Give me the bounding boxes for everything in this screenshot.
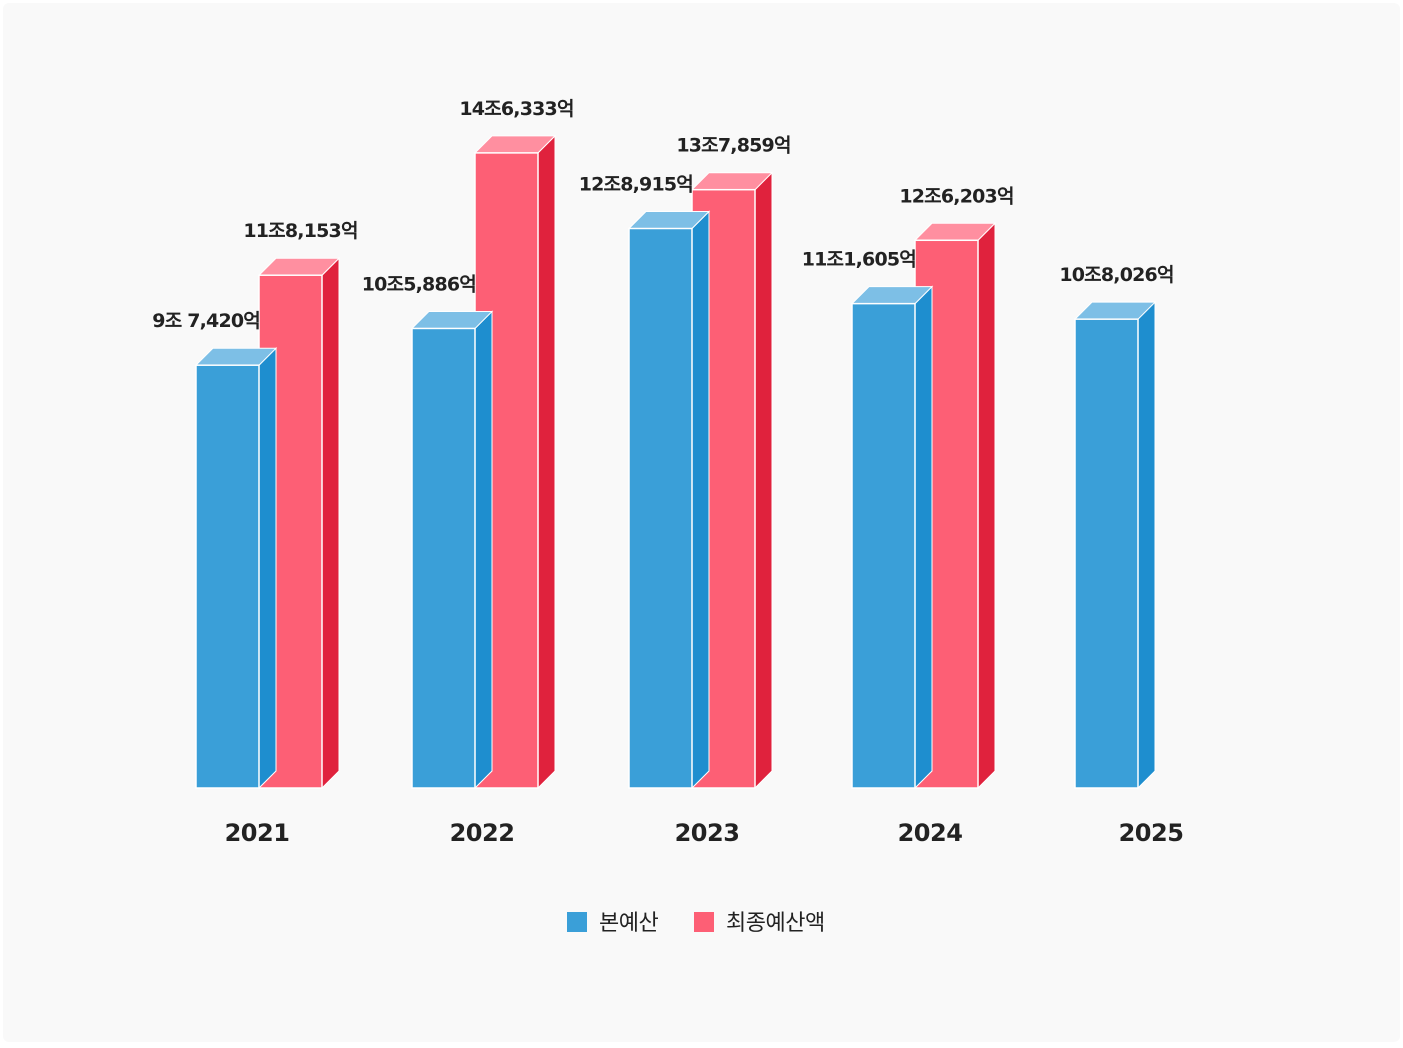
value-label-final-2021: 11조8,153억 — [243, 220, 357, 242]
legend-label-base: 본예산 — [599, 911, 658, 936]
bar-base-2025 — [1073, 300, 1157, 790]
bar-side-final-2023 — [754, 171, 773, 790]
value-label-final-2023: 13조7,859억 — [676, 135, 790, 157]
category-label-2025: 2025 — [1119, 819, 1184, 847]
legend-swatch-base — [567, 912, 587, 932]
bar-group-2023: 12조8,915억 13조7,859억 — [579, 135, 791, 790]
bar-front-base-2024 — [851, 302, 916, 789]
budget-bar-chart: 9조 7,420억 11조8,153억 2021 10조5,886억 14조6,333억… — [3, 3, 1400, 1042]
bar-side-base-2025 — [1137, 300, 1156, 790]
bar-base-2023 — [627, 210, 711, 790]
legend-item-base: 본예산 — [567, 911, 659, 936]
bar-side-base-2024 — [914, 285, 933, 790]
bar-group-2024: 11조1,605억 12조6,203억 — [802, 185, 1014, 790]
bar-group-2022: 10조5,886억 14조6,333억 — [362, 98, 574, 790]
bar-base-2021 — [194, 346, 278, 790]
bar-base-2024 — [850, 285, 934, 790]
bar-side-base-2021 — [258, 346, 277, 790]
bar-side-final-2021 — [321, 257, 340, 790]
value-label-base-2023: 12조8,915억 — [579, 174, 693, 196]
value-label-final-2024: 12조6,203억 — [899, 185, 1013, 207]
chart-canvas: 9조 7,420억 11조8,153억 2021 10조5,886억 14조6,333억… — [152, 98, 1184, 936]
category-label-2021: 2021 — [225, 819, 290, 847]
category-label-2024: 2024 — [898, 819, 963, 847]
legend: 본예산 최종예산액 — [567, 911, 825, 936]
value-label-base-2022: 10조5,886억 — [362, 273, 476, 295]
bar-side-base-2022 — [474, 310, 493, 790]
bar-side-final-2024 — [977, 222, 996, 790]
category-label-2022: 2022 — [450, 819, 515, 847]
category-label-2023: 2023 — [675, 819, 740, 847]
bar-group-2021: 9조 7,420억 11조8,153억 — [152, 220, 358, 790]
bar-side-final-2022 — [537, 134, 556, 790]
legend-label-final: 최종예산액 — [726, 911, 825, 936]
legend-item-final: 최종예산액 — [694, 911, 825, 936]
legend-swatch-final — [694, 912, 714, 932]
value-label-base-2021: 9조 7,420억 — [152, 310, 260, 332]
bar-front-base-2023 — [628, 227, 693, 789]
bar-front-base-2021 — [195, 364, 260, 789]
bar-side-base-2023 — [691, 210, 710, 790]
bar-base-2022 — [410, 310, 494, 790]
bar-group-2025: 10조8,026억 — [1059, 264, 1174, 790]
bar-front-base-2025 — [1074, 318, 1139, 789]
bar-front-base-2022 — [411, 327, 476, 789]
value-label-final-2022: 14조6,333억 — [459, 98, 573, 120]
value-label-base-2024: 11조1,605억 — [802, 249, 916, 271]
value-label-base-2025: 10조8,026억 — [1059, 264, 1173, 286]
